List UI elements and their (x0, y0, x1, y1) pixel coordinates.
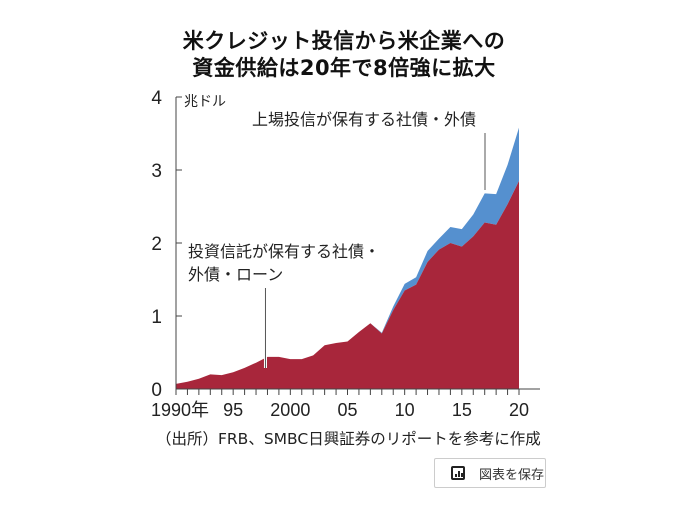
chart-title-line2: 資金供給は20年で8倍強に拡大 (192, 56, 496, 80)
bar-chart-icon (451, 466, 465, 480)
x-tick-label: 20 (509, 400, 529, 420)
annotation-etf: 上場投信が保有する社債・外債 (252, 110, 476, 129)
annotation-mutual-funds: 投資信託が保有する社債・ (188, 242, 380, 261)
x-tick-label: 95 (223, 400, 243, 420)
x-tick-label: 10 (395, 400, 415, 420)
y-tick-label: 2 (151, 234, 162, 255)
x-tick-label: 2000 (270, 400, 310, 420)
y-tick-label: 4 (151, 88, 162, 109)
y-tick-label: 1 (151, 307, 162, 328)
source-note: （出所）FRB、SMBC日興証券のリポートを参考に作成 (156, 430, 541, 448)
chart-title: 米クレジット投信から米企業への (182, 29, 506, 53)
y-tick-label: 0 (151, 380, 162, 401)
y-tick-label: 3 (151, 161, 162, 182)
x-tick-label: 05 (337, 400, 357, 420)
save-chart-label: 図表を保存 (479, 467, 545, 483)
area-series-mutual-funds (176, 180, 519, 389)
annotation-mutual-funds-line2: 外債・ローン (188, 265, 283, 284)
save-chart-button[interactable]: 図表を保存 (434, 458, 546, 488)
y-axis-unit: 兆ドル (184, 94, 226, 110)
x-tick-label: 15 (452, 400, 472, 420)
x-tick-label: 1990年 (151, 400, 209, 420)
